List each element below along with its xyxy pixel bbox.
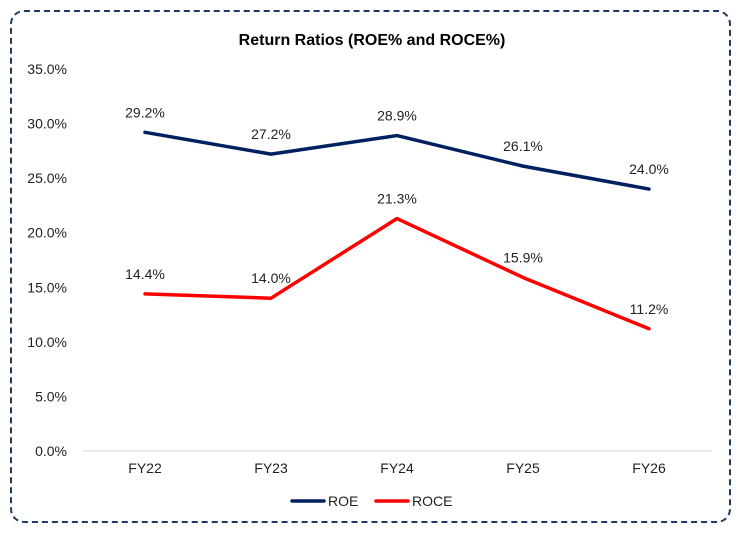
data-label-roe: 27.2%: [251, 126, 291, 142]
y-tick-label: 20.0%: [27, 225, 67, 241]
y-tick-label: 10.0%: [27, 334, 67, 350]
data-label-roe: 29.2%: [125, 104, 165, 120]
data-label-roce: 11.2%: [630, 301, 669, 317]
x-tick-label: FY24: [380, 460, 414, 476]
legend-item-roce[interactable]: ROCE: [374, 493, 452, 509]
legend[interactable]: ROE ROCE: [290, 493, 452, 509]
y-tick-label: 0.0%: [35, 443, 67, 459]
chart-title: Return Ratios (ROE% and ROCE%): [239, 32, 506, 49]
y-tick-label: 35.0%: [27, 61, 67, 77]
data-label-roce: 14.0%: [251, 270, 291, 286]
data-label-roe: 28.9%: [377, 108, 417, 124]
series-line-roce: [143, 216, 651, 331]
data-label-roe: 26.1%: [503, 138, 543, 154]
y-tick-label: 25.0%: [27, 170, 67, 186]
data-label-roce: 14.4%: [125, 266, 165, 282]
data-label-roce: 15.9%: [503, 249, 543, 265]
chart-frame: [10, 10, 731, 523]
x-axis: FY22 FY23 FY24 FY25 FY26: [128, 460, 666, 476]
legend-label: ROCE: [412, 493, 452, 509]
data-label-roce: 21.3%: [377, 191, 417, 207]
x-tick-label: FY25: [506, 460, 540, 476]
series-lines: [143, 130, 651, 331]
y-axis: 0.0% 5.0% 10.0% 15.0% 20.0% 25.0% 30.0% 35.0%: [27, 61, 67, 459]
y-tick-label: 30.0%: [27, 116, 67, 132]
y-tick-label: 5.0%: [35, 388, 67, 404]
legend-label: ROE: [328, 493, 358, 509]
x-tick-label: FY22: [128, 460, 162, 476]
legend-item-roe[interactable]: ROE: [290, 493, 358, 509]
data-labels: 29.2% 27.2% 28.9% 26.1% 24.0% 14.4% 14.0% 21.3%…: [125, 104, 669, 316]
series-line-roe: [143, 130, 651, 191]
x-tick-label: FY26: [632, 460, 666, 476]
x-tick-label: FY23: [254, 460, 288, 476]
data-label-roe: 24.0%: [629, 161, 669, 177]
y-tick-label: 15.0%: [27, 279, 67, 295]
